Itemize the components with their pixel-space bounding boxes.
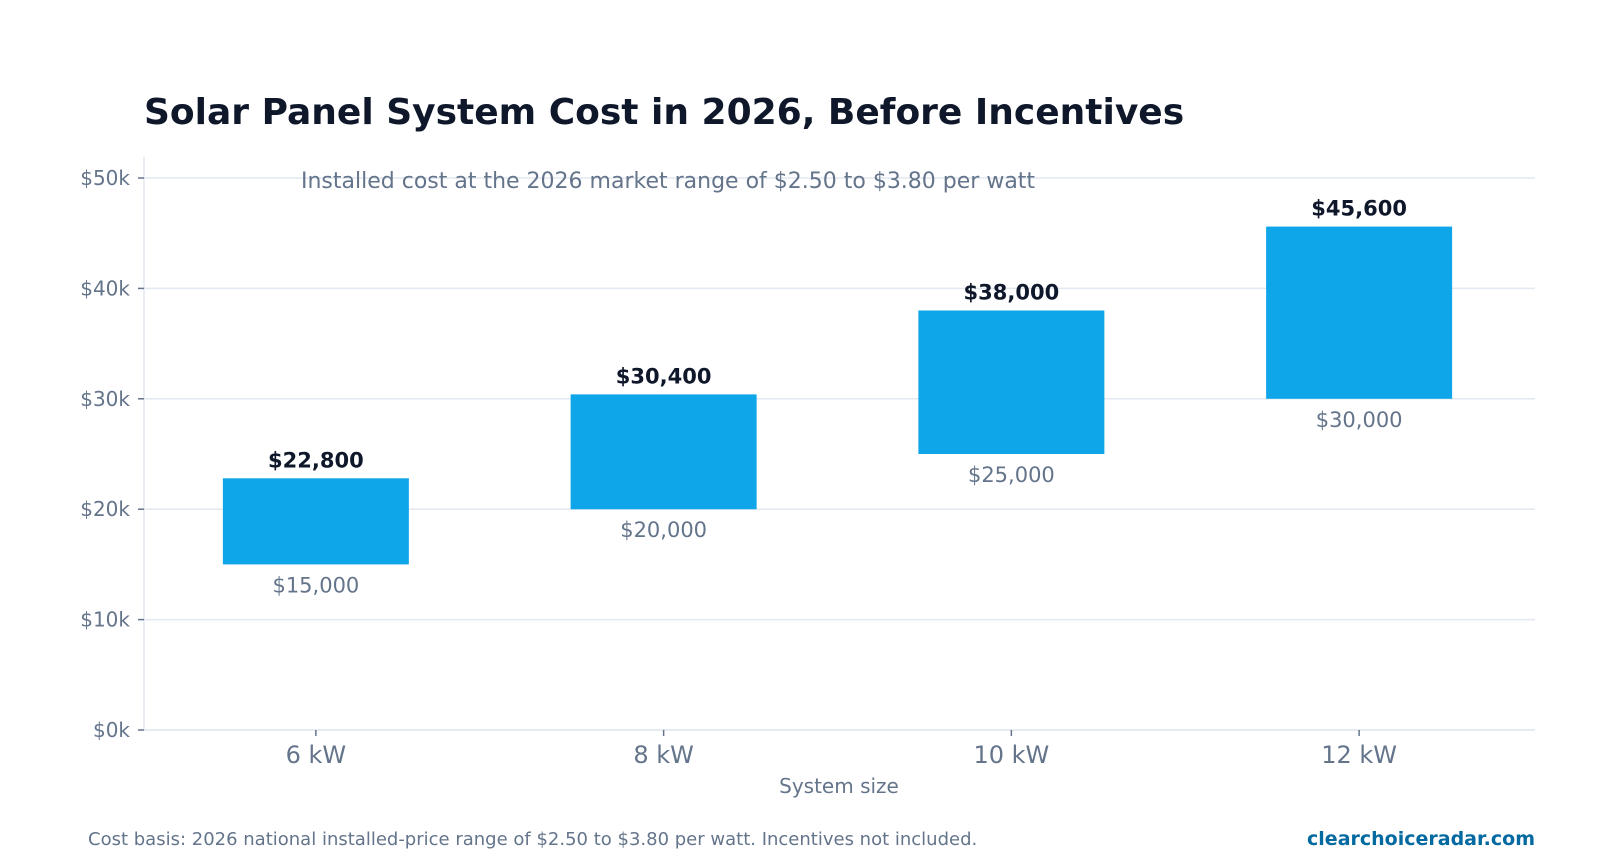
y-tick-label: $20k bbox=[80, 497, 130, 521]
bars bbox=[222, 226, 1453, 565]
bar bbox=[918, 310, 1105, 454]
x-tick-label: 8 kW bbox=[633, 741, 694, 769]
bar-low-label: $25,000 bbox=[968, 463, 1055, 487]
x-tick-label: 12 kW bbox=[1321, 741, 1397, 769]
bar bbox=[222, 478, 409, 565]
bar-high-label: $30,400 bbox=[616, 364, 712, 388]
x-axis-title: System size bbox=[779, 774, 899, 798]
data-labels: $22,800 $15,000 $30,400 $20,000 $38,000 $25,0… bbox=[268, 197, 1407, 598]
chart-subtitle: Installed cost at the 2026 market range … bbox=[301, 169, 1035, 194]
bar-low-label: $15,000 bbox=[272, 573, 359, 597]
y-tick-labels: $0k $10k $20k $30k $40k $50k bbox=[80, 166, 144, 742]
bar bbox=[570, 394, 757, 510]
bar-low-label: $20,000 bbox=[620, 518, 707, 542]
y-tick-label: $0k bbox=[93, 718, 130, 742]
footer-note: Cost basis: 2026 national installed-pric… bbox=[88, 829, 977, 850]
bar-high-label: $38,000 bbox=[964, 280, 1060, 304]
chart-title: Solar Panel System Cost in 2026, Before … bbox=[144, 92, 1184, 133]
y-tick-label: $30k bbox=[80, 387, 130, 411]
x-tick-label: 6 kW bbox=[286, 741, 347, 769]
brand-link[interactable]: clearchoiceradar.com bbox=[1307, 828, 1535, 850]
bar-low-label: $30,000 bbox=[1316, 408, 1403, 432]
bar bbox=[1266, 226, 1453, 399]
x-tick-label: 10 kW bbox=[973, 741, 1049, 769]
y-tick-label: $10k bbox=[80, 608, 130, 632]
y-tick-label: $50k bbox=[80, 166, 130, 190]
y-tick-label: $40k bbox=[80, 276, 130, 300]
bar-high-label: $45,600 bbox=[1311, 197, 1407, 221]
x-tick-labels: 6 kW 8 kW 10 kW 12 kW bbox=[286, 730, 1397, 769]
bar-high-label: $22,800 bbox=[268, 448, 364, 472]
axes bbox=[143, 157, 1535, 731]
